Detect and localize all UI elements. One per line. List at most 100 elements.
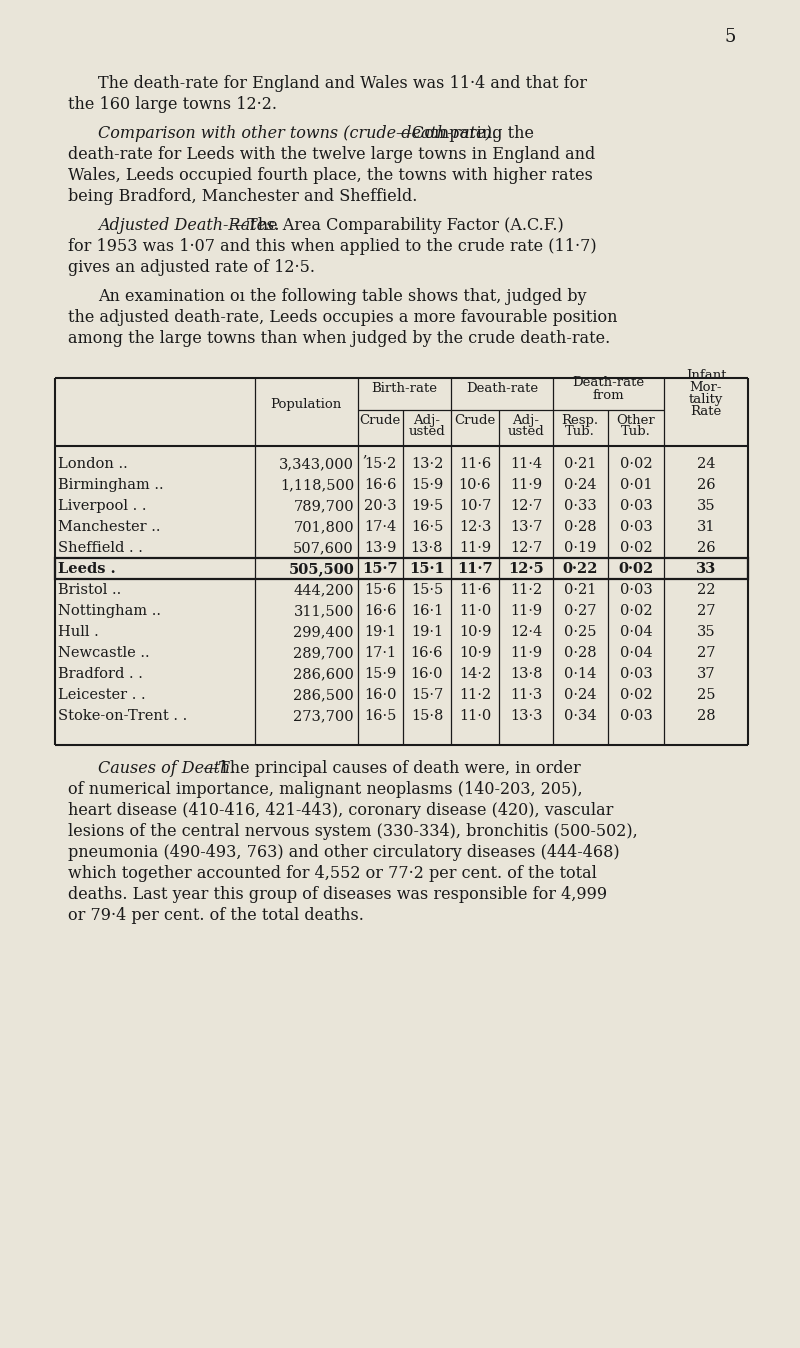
Text: 35: 35 xyxy=(697,625,715,639)
Text: 0·27: 0·27 xyxy=(564,604,596,617)
Text: Mor-: Mor- xyxy=(690,381,722,394)
Text: Hull .: Hull . xyxy=(58,625,103,639)
Text: usted: usted xyxy=(409,425,446,438)
Text: Death-rate: Death-rate xyxy=(466,381,538,395)
Text: 13·8: 13·8 xyxy=(410,541,443,555)
Text: 0·03: 0·03 xyxy=(620,582,652,597)
Text: ,: , xyxy=(362,445,366,460)
Text: 26: 26 xyxy=(697,479,715,492)
Text: 273,700: 273,700 xyxy=(294,709,354,723)
Text: Nottingham ..: Nottingham .. xyxy=(58,604,161,617)
Text: 13·3: 13·3 xyxy=(510,709,542,723)
Text: 16·6: 16·6 xyxy=(364,479,396,492)
Text: 11·9: 11·9 xyxy=(510,479,542,492)
Text: 12·5: 12·5 xyxy=(508,562,544,576)
Text: Bristol ..: Bristol .. xyxy=(58,582,122,597)
Text: 0·04: 0·04 xyxy=(620,625,652,639)
Text: the 160 large towns 12·2.: the 160 large towns 12·2. xyxy=(68,96,277,113)
Text: 5: 5 xyxy=(725,28,736,46)
Text: 1,118,500: 1,118,500 xyxy=(280,479,354,492)
Text: —Comparing the: —Comparing the xyxy=(396,125,534,142)
Text: for 1953 was 1·07 and this when applied to the crude rate (11·7): for 1953 was 1·07 and this when applied … xyxy=(68,239,597,255)
Text: Causes of Death.: Causes of Death. xyxy=(98,760,235,776)
Text: 0·28: 0·28 xyxy=(564,646,596,661)
Text: 15·9: 15·9 xyxy=(364,667,396,681)
Text: Population: Population xyxy=(270,398,342,411)
Text: 12·4: 12·4 xyxy=(510,625,542,639)
Text: 0·03: 0·03 xyxy=(620,520,652,534)
Text: 505,500: 505,500 xyxy=(288,562,354,576)
Text: 10·9: 10·9 xyxy=(459,625,491,639)
Text: 16·6: 16·6 xyxy=(410,646,443,661)
Text: 0·02: 0·02 xyxy=(618,562,654,576)
Text: tality: tality xyxy=(689,394,723,406)
Text: 14·2: 14·2 xyxy=(459,667,491,681)
Text: An examination oı the following table shows that, judged by: An examination oı the following table sh… xyxy=(98,288,586,305)
Text: 507,600: 507,600 xyxy=(294,541,354,555)
Text: deaths. Last year this group of diseases was responsible for 4,999: deaths. Last year this group of diseases… xyxy=(68,886,607,903)
Text: 11·6: 11·6 xyxy=(459,457,491,470)
Text: 0·01: 0·01 xyxy=(620,479,652,492)
Text: 0·02: 0·02 xyxy=(620,457,652,470)
Text: 13·9: 13·9 xyxy=(364,541,396,555)
Text: which together accounted for 4,552 or 77·2 per cent. of the total: which together accounted for 4,552 or 77… xyxy=(68,865,597,882)
Text: death-rate for Leeds with the twelve large towns in England and: death-rate for Leeds with the twelve lar… xyxy=(68,146,595,163)
Text: 11·9: 11·9 xyxy=(510,646,542,661)
Text: 444,200: 444,200 xyxy=(294,582,354,597)
Text: Wales, Leeds occupied fourth place, the towns with higher rates: Wales, Leeds occupied fourth place, the … xyxy=(68,167,593,183)
Text: 0·21: 0·21 xyxy=(564,582,596,597)
Text: 26: 26 xyxy=(697,541,715,555)
Text: —The principal causes of death were, in order: —The principal causes of death were, in … xyxy=(203,760,581,776)
Text: lesions of the central nervous system (330-334), bronchitis (500-502),: lesions of the central nervous system (3… xyxy=(68,824,638,840)
Text: 25: 25 xyxy=(697,687,715,702)
Text: Rate: Rate xyxy=(690,404,722,418)
Text: Other: Other xyxy=(617,414,655,427)
Text: The death-rate for England and Wales was 11·4 and that for: The death-rate for England and Wales was… xyxy=(98,75,587,92)
Text: 11·2: 11·2 xyxy=(510,582,542,597)
Text: 0·03: 0·03 xyxy=(620,499,652,514)
Text: 17·4: 17·4 xyxy=(364,520,396,534)
Text: 12·3: 12·3 xyxy=(459,520,491,534)
Text: 11·9: 11·9 xyxy=(510,604,542,617)
Text: Resp.: Resp. xyxy=(562,414,598,427)
Text: Birth-rate: Birth-rate xyxy=(371,381,437,395)
Text: 0·03: 0·03 xyxy=(620,667,652,681)
Text: 3,343,000: 3,343,000 xyxy=(279,457,354,470)
Text: 0·34: 0·34 xyxy=(564,709,596,723)
Text: 11·2: 11·2 xyxy=(459,687,491,702)
Text: Newcastle ..: Newcastle .. xyxy=(58,646,150,661)
Text: 11·9: 11·9 xyxy=(459,541,491,555)
Text: 15·1: 15·1 xyxy=(409,562,445,576)
Text: 12·7: 12·7 xyxy=(510,499,542,514)
Text: Leicester . .: Leicester . . xyxy=(58,687,146,702)
Text: 27: 27 xyxy=(697,604,715,617)
Text: 11·0: 11·0 xyxy=(459,709,491,723)
Text: 15·7: 15·7 xyxy=(411,687,443,702)
Text: 37: 37 xyxy=(697,667,715,681)
Text: 0·28: 0·28 xyxy=(564,520,596,534)
Text: 19·1: 19·1 xyxy=(364,625,396,639)
Text: 16·0: 16·0 xyxy=(410,667,443,681)
Text: 289,700: 289,700 xyxy=(294,646,354,661)
Text: usted: usted xyxy=(508,425,544,438)
Text: 11·6: 11·6 xyxy=(459,582,491,597)
Text: 11·7: 11·7 xyxy=(457,562,493,576)
Text: 11·4: 11·4 xyxy=(510,457,542,470)
Text: 16·1: 16·1 xyxy=(411,604,443,617)
Text: 286,500: 286,500 xyxy=(294,687,354,702)
Text: Manchester ..: Manchester .. xyxy=(58,520,161,534)
Text: Crude: Crude xyxy=(359,414,401,427)
Text: 0·25: 0·25 xyxy=(564,625,596,639)
Text: 19·5: 19·5 xyxy=(411,499,443,514)
Text: London ..: London .. xyxy=(58,457,128,470)
Text: or 79·4 per cent. of the total deaths.: or 79·4 per cent. of the total deaths. xyxy=(68,907,364,923)
Text: Liverpool . .: Liverpool . . xyxy=(58,499,146,514)
Text: Adj-: Adj- xyxy=(513,414,539,427)
Text: 22: 22 xyxy=(697,582,715,597)
Text: 24: 24 xyxy=(697,457,715,470)
Text: 31: 31 xyxy=(697,520,715,534)
Text: Adjusted Death-Rates.: Adjusted Death-Rates. xyxy=(98,217,279,235)
Text: 16·0: 16·0 xyxy=(364,687,396,702)
Text: Adj-: Adj- xyxy=(414,414,441,427)
Text: 10·6: 10·6 xyxy=(458,479,491,492)
